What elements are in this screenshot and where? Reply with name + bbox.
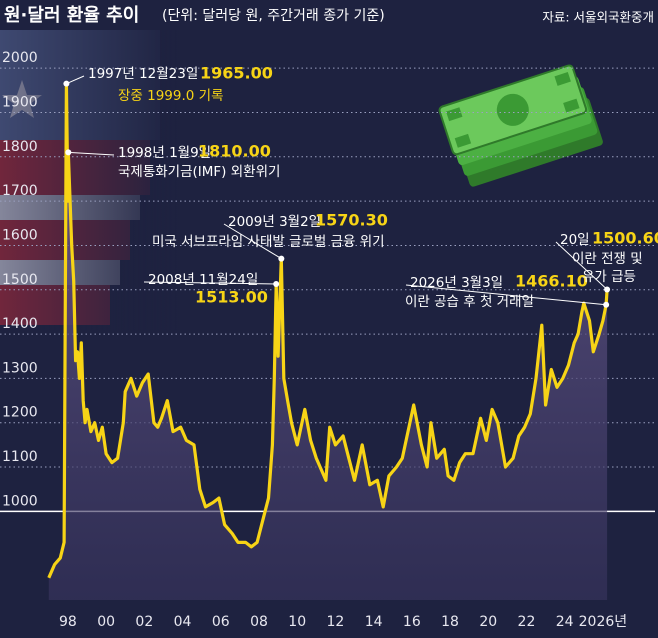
annotation-dot (65, 149, 72, 156)
y-tick-label: 1500 (2, 272, 38, 288)
annotation-note: 유가 급등 (582, 269, 636, 285)
y-tick-label: 1000 (2, 493, 38, 509)
annotation-note: 이란 공습 후 첫 거래일 (405, 294, 534, 310)
annotation-dot (63, 80, 70, 87)
line (47, 82, 609, 579)
annotation-value: 1570.30 (315, 211, 388, 230)
leader-line (68, 151, 115, 156)
x-tick-label: 98 (59, 614, 77, 630)
y-tick-label: 1800 (2, 139, 38, 155)
annotation-date: 2026년 3월3일 (410, 275, 503, 291)
annotation-date: 2009년 3월2일 (228, 214, 321, 230)
x-tick-label: 02 (135, 614, 153, 630)
annotation-dot (604, 286, 611, 293)
leader-line (555, 241, 608, 290)
annotation-note: 국제통화기금(IMF) 외환위기 (118, 164, 280, 180)
leader-line (66, 75, 85, 85)
annotation-note: 미국 서브프라임 사태발 글로벌 금융 위기 (152, 234, 385, 250)
x-tick-label: 2026년 (579, 614, 628, 630)
annotation-value: 1513.00 (195, 288, 268, 307)
leader-line (143, 281, 277, 285)
annotation-dot (603, 301, 610, 308)
x-tick-label: 22 (518, 614, 536, 630)
annotation-note: 이란 전쟁 및 (572, 251, 643, 267)
leader-line (405, 284, 607, 306)
annotation-value: 1810.00 (198, 142, 271, 161)
y-tick-label: 1600 (2, 227, 38, 243)
x-tick-label: 00 (97, 614, 115, 630)
annotation-note: 장중 1999.0 기록 (118, 88, 224, 104)
y-tick-label: 1900 (2, 94, 38, 110)
x-tick-label: 10 (288, 614, 306, 630)
x-tick-label: 08 (250, 614, 268, 630)
x-tick-label: 18 (441, 614, 459, 630)
x-tick-label: 06 (212, 614, 230, 630)
x-tick-label: 04 (174, 614, 192, 630)
x-tick-label: 24 (556, 614, 574, 630)
y-tick-label: 1700 (2, 183, 38, 199)
annotation-value: 1466.10 (515, 272, 588, 291)
source: 자료: 서울외국환중개 (542, 10, 654, 25)
annotation-date: 1998년 1월9일 (118, 145, 211, 161)
annotation-value: 1965.00 (200, 64, 273, 83)
annotation-date: 1997년 12월23일 (88, 66, 198, 82)
y-tick-label: 1300 (2, 360, 38, 376)
x-tick-label: 12 (326, 614, 344, 630)
y-tick-label: 1100 (2, 449, 38, 465)
x-tick-label: 20 (479, 614, 497, 630)
x-tick-label: 16 (403, 614, 421, 630)
annotation-dot (273, 280, 280, 287)
y-tick-label: 1400 (2, 316, 38, 332)
area (48, 83, 608, 600)
x-tick-label: 14 (365, 614, 383, 630)
leader-line (223, 223, 282, 260)
annotation-date: 2008년 11월24일 (148, 272, 258, 288)
y-tick-label: 1200 (2, 405, 38, 421)
annotation-dot (278, 255, 285, 262)
chart-title: 원·달러 환율 추이 (4, 4, 139, 26)
chart-subtitle: (단위: 달러당 원, 주간거래 종가 기준) (162, 8, 385, 24)
annotation-value: 1500.60 (592, 229, 658, 248)
annotation-date: 20일 (560, 232, 590, 248)
money-icon (438, 64, 603, 187)
y-tick-label: 2000 (2, 50, 38, 66)
